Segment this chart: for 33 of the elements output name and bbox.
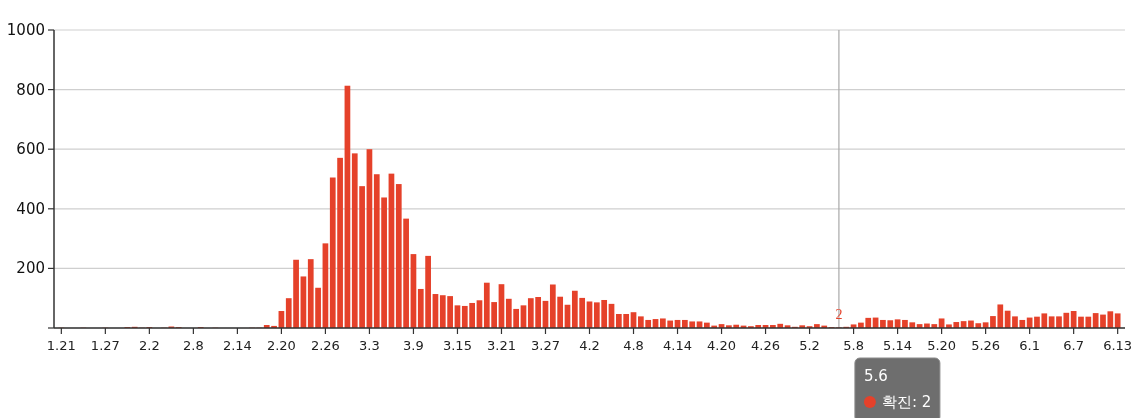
x-tick-label: 4.20 [707,338,737,353]
x-tick-label: 5.2 [799,338,820,353]
x-tick-label: 3.9 [403,338,424,353]
y-tick-label: 400 [16,199,45,218]
x-tick-label: 3.15 [442,338,472,353]
y-tick-label: 800 [16,80,45,99]
x-tick-label: 6.13 [1103,338,1133,353]
y-tick-label: 1000 [6,21,45,39]
x-tick-label: 4.14 [663,338,692,353]
x-tick-label: 4.26 [751,338,781,353]
x-tick-label: 4.8 [623,338,644,353]
x-tick-label: 3.3 [359,338,380,353]
text: 5.6 [863,367,888,385]
x-tick-label: 2.2 [139,338,160,353]
x-tick-label: 6.1 [1019,338,1040,353]
x-tick-label: 1.21 [46,338,76,353]
text: 확진: 2 [881,393,932,411]
y-tick-label: 200 [16,259,45,278]
x-tick-label: 5.8 [843,338,864,353]
x-tick-label: 5.20 [927,338,957,353]
x-tick-label: 5.26 [971,338,1001,353]
x-tick-label: 2.14 [222,338,252,353]
x-tick-label: 2.20 [266,338,296,353]
data-label: 2 [835,307,843,323]
x-tick-label: 6.7 [1063,338,1084,353]
x-tick-label: 3.27 [531,338,560,353]
x-tick-label: 2.8 [183,338,204,353]
x-tick-label: 5.14 [883,338,913,353]
y-tick-label: 600 [16,140,45,159]
x-tick-label: 4.2 [579,338,600,353]
x-tick-label: 2.26 [310,338,340,353]
x-tick-label: 3.21 [487,338,516,353]
x-tick-label: 1.27 [90,338,120,353]
